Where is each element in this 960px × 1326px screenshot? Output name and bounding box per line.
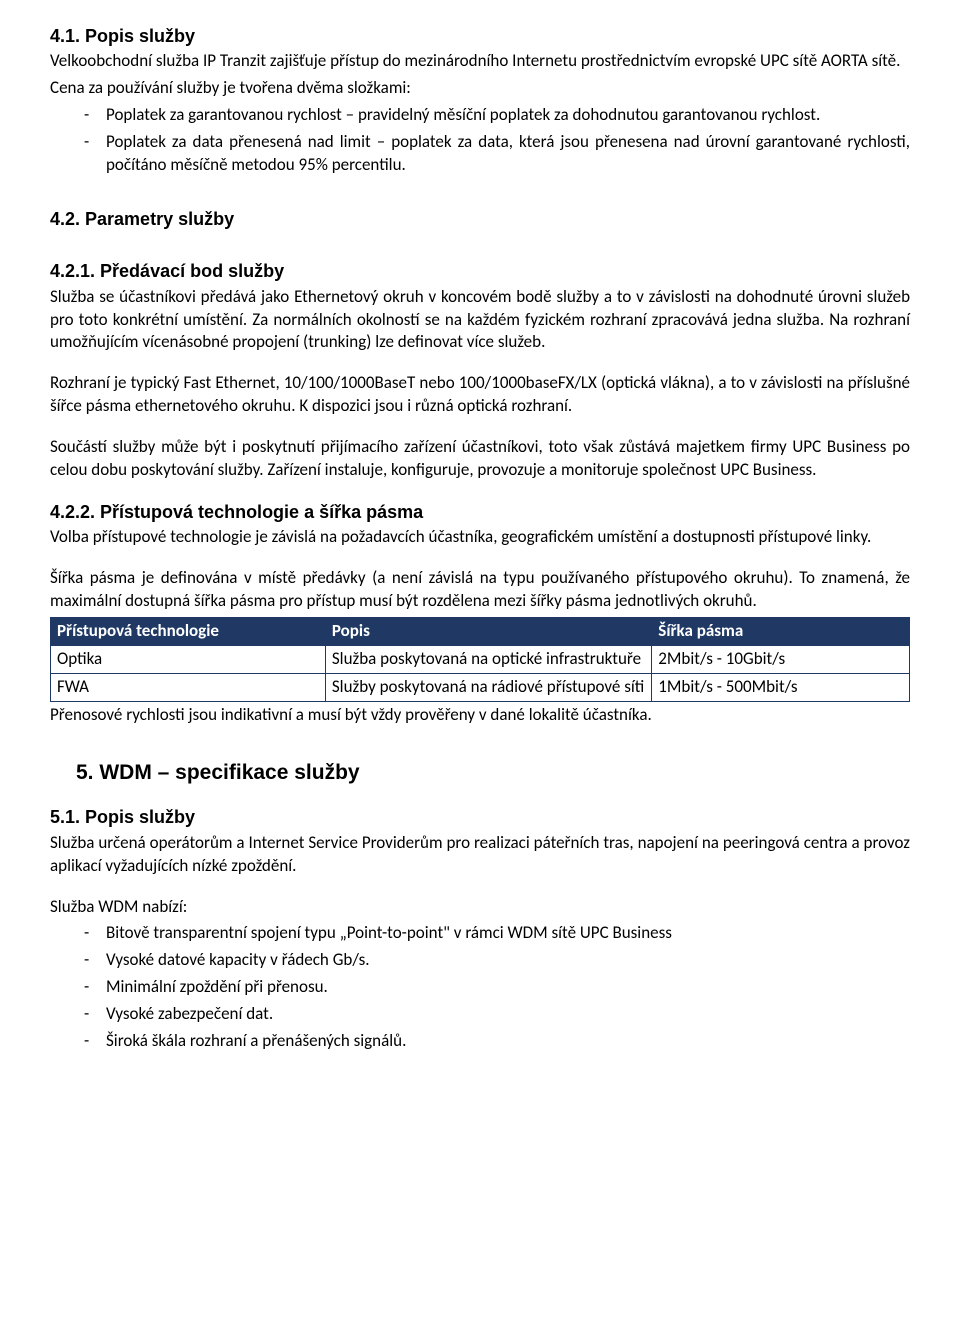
list-item: Poplatek za data přenesená nad limit – p… xyxy=(50,131,910,177)
table-cell: 1Mbit/s - 500Mbit/s xyxy=(652,674,910,702)
paragraph: Součástí služby může být i poskytnutí př… xyxy=(50,436,910,482)
heading-4-1: 4.1. Popis služby xyxy=(50,24,910,48)
heading-4-2-2: 4.2.2. Přístupová technologie a šířka pá… xyxy=(50,500,910,524)
heading-4-2: 4.2. Parametry služby xyxy=(50,207,910,231)
access-technology-table: Přístupová technologie Popis Šířka pásma… xyxy=(50,617,910,702)
list-item: Minimální zpoždění při přenosu. xyxy=(50,976,910,999)
paragraph: Služba se účastníkovi předává jako Ether… xyxy=(50,286,910,355)
table-header: Přístupová technologie xyxy=(51,618,326,646)
heading-4-2-1: 4.2.1. Předávací bod služby xyxy=(50,259,910,283)
table-cell: Služba poskytovaná na optické infrastruk… xyxy=(325,646,651,674)
table-row: Optika Služba poskytovaná na optické inf… xyxy=(51,646,910,674)
heading-5-1: 5.1. Popis služby xyxy=(50,805,910,829)
list-item: Bitově transparentní spojení typu „Point… xyxy=(50,922,910,945)
list-item: Vysoké datové kapacity v řádech Gb/s. xyxy=(50,949,910,972)
paragraph: Velkoobchodní služba IP Tranzit zajišťuj… xyxy=(50,50,910,73)
heading-5: 5. WDM – specifikace služby xyxy=(50,759,910,787)
table-cell: Optika xyxy=(51,646,326,674)
bullet-list: Bitově transparentní spojení typu „Point… xyxy=(50,922,910,1053)
paragraph: Šířka pásma je definována v místě předáv… xyxy=(50,567,910,613)
paragraph: Služba určená operátorům a Internet Serv… xyxy=(50,832,910,878)
list-item: Vysoké zabezpečení dat. xyxy=(50,1003,910,1026)
table-cell: FWA xyxy=(51,674,326,702)
paragraph: Volba přístupové technologie je závislá … xyxy=(50,526,910,549)
table-row: FWA Služby poskytovaná na rádiové přístu… xyxy=(51,674,910,702)
paragraph: Rozhraní je typický Fast Ethernet, 10/10… xyxy=(50,372,910,418)
table-header-row: Přístupová technologie Popis Šířka pásma xyxy=(51,618,910,646)
table-cell: 2Mbit/s - 10Gbit/s xyxy=(652,646,910,674)
table-cell: Služby poskytovaná na rádiové přístupové… xyxy=(325,674,651,702)
table-header: Šířka pásma xyxy=(652,618,910,646)
list-item: Široká škála rozhraní a přenášených sign… xyxy=(50,1030,910,1053)
paragraph: Služba WDM nabízí: xyxy=(50,896,910,919)
paragraph: Cena za používání služby je tvořena dvěm… xyxy=(50,77,910,100)
table-header: Popis xyxy=(325,618,651,646)
list-item: Poplatek za garantovanou rychlost – prav… xyxy=(50,104,910,127)
bullet-list: Poplatek za garantovanou rychlost – prav… xyxy=(50,104,910,177)
table-note: Přenosové rychlosti jsou indikativní a m… xyxy=(50,704,910,727)
